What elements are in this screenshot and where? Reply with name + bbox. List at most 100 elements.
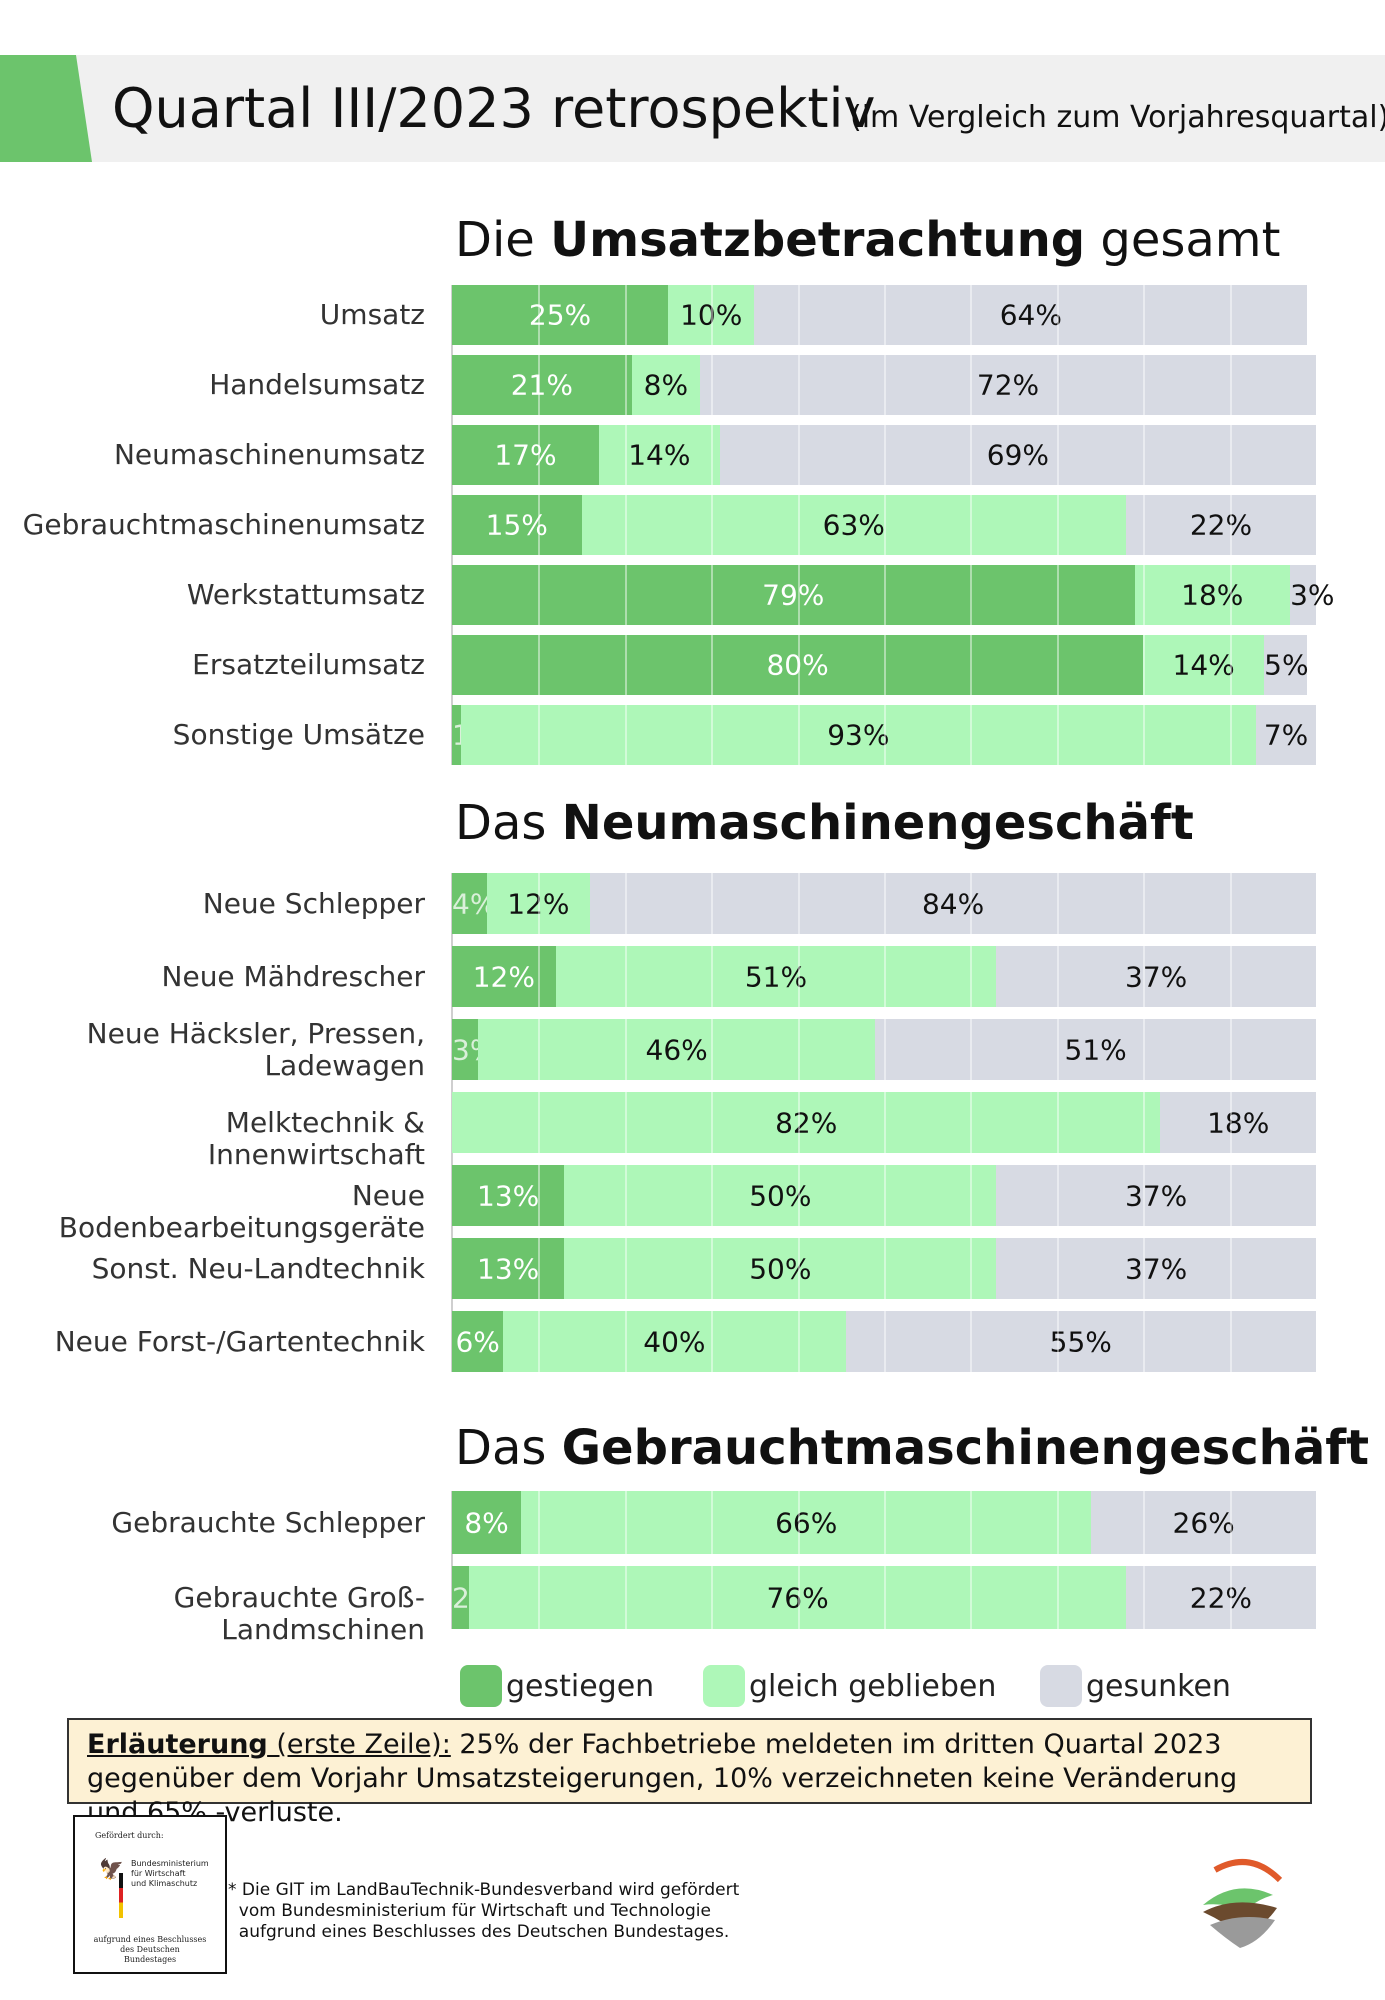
note-qualifier: (erste Zeile):: [267, 1729, 451, 1760]
data-label: 13%: [477, 1252, 540, 1285]
gridline: [711, 1491, 714, 1629]
data-label: 79%: [762, 578, 825, 612]
category-label: Neue Häcksler, Pressen, Ladewagen: [86, 1016, 425, 1082]
bar-segment-gesunken: 69%: [719, 425, 1316, 485]
category-label: Umsatz: [319, 298, 425, 331]
chart-gebrauchtmaschinen: Gebrauchte Schlepper 8% 66% 26% Gebrauchte G…: [0, 1491, 1385, 1645]
gridline: [970, 1491, 973, 1629]
legend-swatch: [1040, 1665, 1082, 1707]
stacked-bar: 82% 18%: [452, 1092, 1316, 1153]
bar-segment-gleich-geblieben: 40%: [503, 1311, 846, 1372]
bar-segment-gesunken: 72%: [700, 355, 1316, 415]
bar-segment-gestiegen: 25%: [452, 285, 668, 345]
stacked-bar: 6% 40% 55%: [452, 1311, 1316, 1372]
bar-segment-gestiegen: 4%: [452, 873, 496, 934]
bar-segment-gesunken: 22%: [1125, 1566, 1316, 1629]
bar-segment-gleich-geblieben: 46%: [477, 1019, 876, 1080]
section-title-prefix: Das: [455, 1420, 562, 1476]
gridline: [797, 285, 800, 765]
data-label: 25%: [528, 298, 592, 332]
data-label: 12%: [507, 887, 570, 920]
data-label: 8%: [643, 368, 689, 402]
stacked-bar: 79% 18% 3%: [452, 565, 1334, 625]
legend: gestiegen gleich geblieben gesunken: [460, 1665, 1260, 1713]
gridline: [1056, 873, 1059, 1372]
data-label: 14%: [1172, 648, 1235, 682]
legend-label: gleich geblieben: [749, 1668, 997, 1704]
header-band: Quartal III/2023 retrospektiv (im Vergle…: [0, 55, 1385, 162]
category-label: Neue Mähdrescher: [161, 959, 425, 993]
gridline: [970, 285, 973, 765]
gridline: [797, 873, 800, 1372]
note-key: Erläuterung: [87, 1729, 268, 1760]
chart-neumaschinen: Neue Schlepper 4% 12% 84% Neue Mähdrescher 12…: [0, 873, 1385, 1384]
data-label: 3%: [1290, 578, 1335, 612]
funder-line1: Gefördert durch:: [95, 1831, 164, 1840]
stacked-bar: 12% 51% 37%: [452, 946, 1316, 1007]
bar-segment-gestiegen: 12%: [452, 946, 556, 1007]
data-label: 10%: [680, 298, 743, 332]
gridline: [1056, 285, 1059, 765]
data-label: 22%: [1189, 508, 1253, 542]
stacked-bar: 3% 46% 51%: [452, 1019, 1316, 1080]
data-label: 72%: [976, 368, 1040, 402]
data-label: 69%: [986, 438, 1050, 472]
stacked-bar: 13% 50% 37%: [452, 1238, 1316, 1299]
category-label: Ersatzteilumsatz: [192, 648, 425, 681]
bar-segment-gleich-geblieben: 14%: [1143, 635, 1265, 695]
legend-item-gestiegen: gestiegen: [460, 1665, 654, 1707]
category-label: Handelsumsatz: [209, 368, 425, 401]
bar-segment-gestiegen: 3%: [452, 1019, 496, 1080]
gridline: [624, 873, 627, 1372]
data-label: 63%: [822, 508, 885, 542]
gridline: [538, 1491, 541, 1629]
stacked-bar: 1% 93% 7%: [452, 705, 1317, 765]
data-label: 51%: [744, 960, 808, 993]
stacked-bar: 21% 8% 72%: [452, 355, 1316, 415]
bar-segment-gestiegen: 21%: [452, 355, 632, 415]
category-label: Neue Bodenbearbeitungsgeräte: [58, 1178, 425, 1244]
section-title-gebrauchtmaschinen: Das Gebrauchtmaschinengeschäft: [455, 1420, 1369, 1476]
data-label: 14%: [628, 438, 691, 472]
data-label: 15%: [485, 508, 548, 542]
data-label: 5%: [1264, 648, 1309, 682]
gridline: [1229, 873, 1232, 1372]
bar-segment-gestiegen: 17%: [452, 425, 599, 485]
gridline: [1143, 873, 1146, 1372]
data-label: 18%: [1181, 578, 1244, 612]
category-label: Gebrauchte Schlepper: [111, 1505, 425, 1539]
bar-segment-gestiegen: 6%: [452, 1311, 504, 1372]
bar-segment-gestiegen: 80%: [452, 635, 1144, 695]
bar-segment-gesunken: 37%: [996, 1238, 1316, 1299]
section-title-prefix: Das: [455, 795, 562, 851]
page-title: Quartal III/2023 retrospektiv: [112, 77, 876, 140]
data-label: 76%: [766, 1581, 829, 1614]
legend-item-gesunken: gesunken: [1040, 1665, 1231, 1707]
chart-umsatz: Umsatz 25% 10% 64% Handelsumsatz 21% 8% 72% Neum…: [0, 285, 1385, 775]
bar-segment-gesunken: 64%: [754, 285, 1308, 345]
bar-segment-gleich-geblieben: 63%: [581, 495, 1126, 555]
legend-item-gleich: gleich geblieben: [703, 1665, 996, 1707]
funder-decision: aufgrund eines Beschlusses des Deutschen…: [93, 1935, 207, 1964]
gridline: [711, 873, 714, 1372]
data-label: 50%: [749, 1179, 812, 1212]
gridline: [538, 873, 541, 1372]
bar-segment-gestiegen: 79%: [452, 565, 1135, 625]
category-label: Neumaschinenumsatz: [113, 438, 425, 471]
gridline: [1229, 1491, 1232, 1629]
bar-segment-gleich-geblieben: 50%: [564, 1238, 997, 1299]
data-label: 13%: [477, 1179, 540, 1212]
note-text: 25% der Fachbetriebe meldeten im dritten…: [87, 1729, 1238, 1828]
stacked-bar: 2% 76% 22%: [452, 1566, 1316, 1629]
data-label: 80%: [766, 648, 829, 682]
gridline: [884, 285, 886, 765]
gridline: [624, 1491, 627, 1629]
data-label: 37%: [1125, 1252, 1188, 1285]
bar-segment-gestiegen: 1%: [452, 705, 496, 765]
footnote: * Die GIT im LandBauTechnik-Bundesverban…: [228, 1880, 740, 1942]
header-accent: [0, 55, 92, 162]
stacked-bar: 25% 10% 64%: [452, 285, 1316, 345]
data-label: 17%: [494, 438, 557, 472]
stacked-bar: 80% 14% 5%: [452, 635, 1316, 695]
data-label: 37%: [1125, 1179, 1188, 1212]
